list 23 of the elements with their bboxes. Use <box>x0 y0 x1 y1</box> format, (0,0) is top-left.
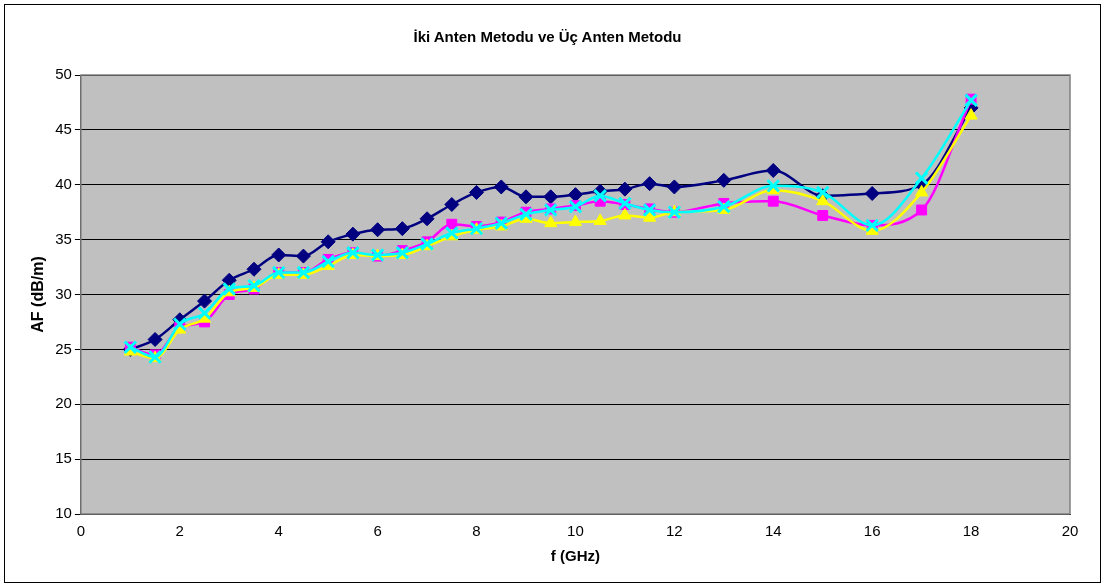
y-tick-label: 10 <box>55 504 72 522</box>
y-tick-label: 50 <box>55 65 72 83</box>
x-tick-label: 12 <box>666 522 683 540</box>
x-tick-label: 0 <box>76 522 86 540</box>
y-axis-title: AF (dB/m) <box>29 256 47 333</box>
x-tick-label: 4 <box>274 522 283 540</box>
y-tick-label: 35 <box>55 229 72 247</box>
x-tick-label: 14 <box>764 522 782 540</box>
x-tick-label: 6 <box>373 522 382 540</box>
y-tick-label: 15 <box>55 449 72 467</box>
y-tick-label: 40 <box>55 174 72 192</box>
chart-title: İki Anten Metodu ve Üç Anten Metodu <box>413 28 682 46</box>
x-tick-label: 20 <box>1061 522 1079 540</box>
x-tick-label: 18 <box>962 522 980 540</box>
y-tick-label: 25 <box>55 339 72 357</box>
y-tick-label: 30 <box>55 284 72 302</box>
x-axis-title: f (GHz) <box>550 547 601 565</box>
x-tick-label: 8 <box>472 522 481 540</box>
x-tick-label: 10 <box>567 522 584 540</box>
y-tick-label: 20 <box>55 394 72 412</box>
x-tick-label: 2 <box>175 522 184 540</box>
y-tick-label: 45 <box>55 120 72 138</box>
x-tick-label: 16 <box>863 522 881 540</box>
